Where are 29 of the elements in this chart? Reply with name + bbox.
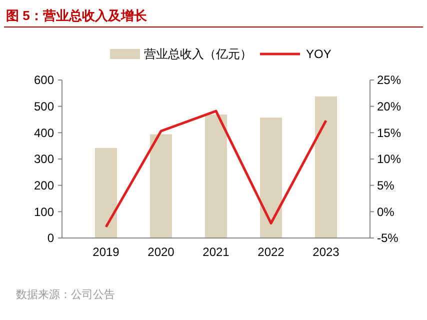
legend-label: 营业总收入（亿元） <box>144 47 252 62</box>
bar <box>315 96 337 238</box>
chart-title: 图 5：营业总收入及增长 <box>6 8 148 23</box>
y2-tick-label: 0% <box>377 204 395 219</box>
y-tick-label: 0 <box>47 231 54 246</box>
bar <box>205 114 227 238</box>
legend-label: YOY <box>306 47 332 62</box>
x-tick-label: 2020 <box>148 245 175 259</box>
x-tick-label: 2023 <box>312 245 340 259</box>
y-tick-label: 400 <box>34 126 54 140</box>
bar <box>260 118 282 238</box>
line-series <box>104 110 328 228</box>
y-tick-label: 600 <box>34 73 54 88</box>
x-tick-label: 2022 <box>258 245 285 259</box>
x-tick-label: 2019 <box>92 245 120 259</box>
source-note: 数据来源：公司公告 <box>16 288 115 301</box>
y-tick-label: 200 <box>34 178 54 193</box>
y2-tick-label: 10% <box>377 152 402 166</box>
y2-tick-label: 20% <box>377 100 402 114</box>
x-tick-label: 2021 <box>202 245 230 259</box>
y2-tick-label: 25% <box>377 73 402 88</box>
y-tick-label: 300 <box>34 152 54 166</box>
y2-tick-label: 15% <box>377 126 402 140</box>
y-tick-label: 100 <box>34 204 54 219</box>
y-tick-label: 500 <box>34 100 54 114</box>
bar <box>95 148 117 238</box>
bar <box>150 134 172 238</box>
y2-tick-label: 5% <box>377 178 395 193</box>
y2-tick-label: -5% <box>377 231 399 246</box>
